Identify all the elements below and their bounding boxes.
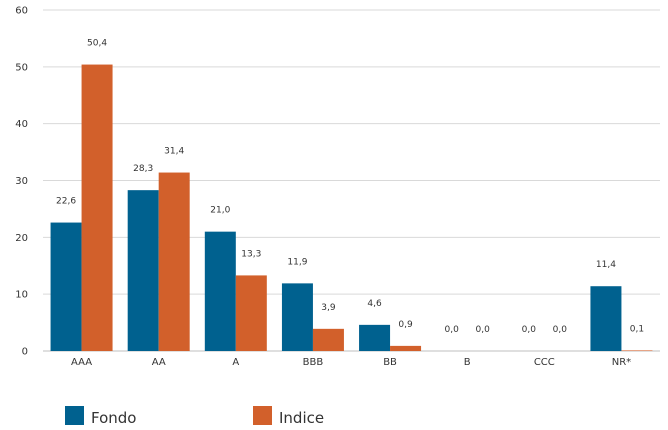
- data-label: 50,4: [87, 39, 107, 49]
- data-label: 11,4: [596, 260, 616, 270]
- data-label: 0,0: [553, 325, 568, 335]
- data-label: 13,3: [241, 249, 261, 259]
- y-tick-label: 10: [15, 290, 28, 301]
- bar-indice-nr: [621, 350, 653, 351]
- bar-indice-bb: [390, 345, 422, 351]
- data-label: 28,3: [133, 164, 153, 174]
- y-tick-label: 0: [22, 347, 28, 358]
- data-label: 3,9: [321, 303, 336, 313]
- bar-fondo-nr: [590, 286, 622, 351]
- x-tick-label: CCC: [534, 357, 555, 368]
- x-tick-label: BBB: [303, 357, 324, 368]
- bar-indice-aaa: [81, 64, 113, 351]
- y-tick-label: 60: [15, 6, 28, 17]
- x-tick-label: A: [232, 357, 239, 368]
- legend-label-indice: Indice: [279, 409, 324, 427]
- data-label: 21,0: [210, 206, 230, 216]
- x-tick-label: AAA: [71, 357, 92, 368]
- bar-indice-bbb: [312, 328, 344, 351]
- y-tick-label: 30: [15, 176, 28, 187]
- x-tick-label: BB: [383, 357, 397, 368]
- bar-indice-aa: [158, 172, 190, 351]
- bar-fondo-aaa: [50, 222, 82, 351]
- data-label: 11,9: [287, 257, 307, 267]
- x-tick-label: B: [464, 357, 471, 368]
- bar-fondo-aa: [127, 190, 159, 351]
- data-labels: 22,6 50,4 28,3 31,4 21,0 13,3 11,9 3,9 4,6 0,9 0,0…: [56, 39, 644, 335]
- data-label: 31,4: [164, 147, 184, 157]
- data-label: 0,0: [522, 325, 537, 335]
- x-tick-label: NR*: [612, 357, 631, 368]
- data-label: 0,1: [630, 324, 644, 334]
- y-tick-label: 50: [15, 62, 28, 73]
- bar-indice-a: [235, 275, 267, 351]
- data-label: 22,6: [56, 197, 76, 207]
- bar-fondo-bb: [359, 324, 391, 351]
- legend-swatch-indice: [253, 406, 272, 425]
- x-axis-tick-labels: AAA AA A BBB BB B CCC NR*: [71, 357, 631, 368]
- bar-fondo-a: [204, 231, 236, 351]
- y-tick-label: 20: [15, 233, 28, 244]
- legend: Fondo Indice: [65, 406, 324, 427]
- data-label: 0,0: [445, 325, 460, 335]
- legend-label-fondo: Fondo: [91, 409, 136, 427]
- data-label: 0,0: [476, 325, 491, 335]
- bars: [50, 64, 653, 351]
- legend-swatch-fondo: [65, 406, 84, 425]
- data-label: 4,6: [367, 299, 382, 309]
- x-tick-label: AA: [152, 357, 166, 368]
- y-axis-tick-labels: 0 10 20 30 40 50 60: [15, 6, 28, 358]
- bar-fondo-bbb: [281, 283, 313, 351]
- y-tick-label: 40: [15, 119, 28, 130]
- data-label: 0,9: [398, 320, 413, 330]
